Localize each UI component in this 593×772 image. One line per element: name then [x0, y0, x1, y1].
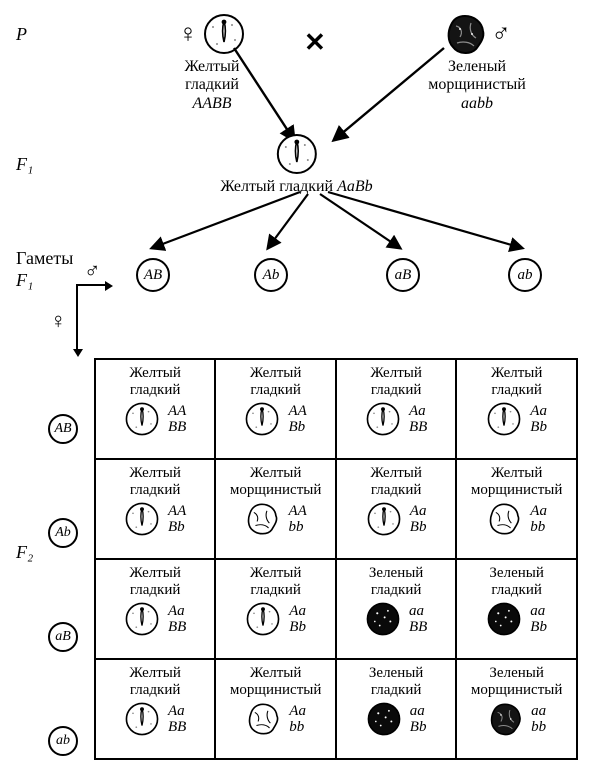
punnett-square: AB Ab aB ab ЖелтыйгладкийAABBЖелтыйгладк… [12, 358, 581, 760]
cell-genotype: AAbb [288, 503, 306, 536]
genetics-diagram: P ♀ Желтый гладкий AABB ✕ ♂ Зеленый морщ… [12, 12, 581, 760]
cell-phenotype: Желтыйгладкий [341, 465, 451, 498]
pea-icon [124, 701, 160, 737]
punnett-cell-1-3: Желтыйморщинистый Aabb [456, 459, 577, 559]
pea-icon [244, 501, 280, 537]
cell-genotype: Aabb [289, 703, 306, 736]
gamete-row-aB: aB [48, 622, 78, 652]
cell-phenotype: Желтыйгладкий [100, 665, 210, 698]
parent-row: ♀ Желтый гладкий AABB ✕ ♂ Зеленый морщин… [12, 12, 581, 132]
pea-icon [244, 401, 280, 437]
cell-genotype: aaBB [409, 603, 427, 636]
gamete-col-aB: aB [386, 258, 420, 292]
gamete-row-Ab: Ab [48, 518, 78, 548]
punnett-cell-2-0: Желтыйгладкий AaBB [95, 559, 215, 659]
cross-symbol: ✕ [304, 28, 326, 58]
male-symbol: ♂ [491, 19, 511, 49]
f1-area: Желтый гладкий AaBb [12, 132, 581, 242]
gamete-col-ab: ab [508, 258, 542, 292]
cell-genotype: AABb [168, 503, 186, 536]
f1-offspring: Желтый гладкий AaBb [220, 132, 372, 196]
punnett-cell-1-2: Желтыйгладкий AaBb [336, 459, 456, 559]
cell-genotype: AABB [168, 403, 186, 436]
punnett-cell-3-0: Желтыйгладкий AaBB [95, 659, 215, 759]
punnett-cell-0-1: Желтыйгладкий AABb [215, 359, 336, 459]
cell-phenotype: Зеленыйгладкий [341, 665, 451, 698]
cell-phenotype: Желтыйгладкий [461, 365, 572, 398]
axis-vertical [76, 284, 78, 354]
punnett-cell-1-1: Желтыйморщинистый AAbb [215, 459, 336, 559]
punnett-cell-1-0: Желтыйгладкий AABb [95, 459, 215, 559]
cell-genotype: AaBb [530, 403, 547, 436]
cell-phenotype: Желтыйгладкий [220, 365, 331, 398]
parent-male-label: Зеленый морщинистый aabb [387, 58, 567, 113]
cell-genotype: AaBB [168, 703, 186, 736]
pea-icon [245, 701, 281, 737]
pea-icon [124, 601, 160, 637]
punnett-table: ЖелтыйгладкийAABBЖелтыйгладкийAABbЖелтый… [94, 358, 578, 760]
punnett-cell-2-3: Зеленыйгладкий aaBb [456, 559, 577, 659]
punnett-cell-3-2: Зеленыйгладкий aaBb [336, 659, 456, 759]
axis-horizontal [76, 284, 110, 286]
cell-phenotype: Желтыйморщинистый [220, 465, 331, 498]
f1-label: Желтый гладкий AaBb [220, 178, 372, 196]
cell-genotype: aabb [531, 703, 546, 736]
gamete-row-AB: AB [48, 414, 78, 444]
axis-male-symbol: ♂ [84, 258, 101, 284]
punnett-cell-0-3: Желтыйгладкий AaBb [456, 359, 577, 459]
pea-f1 [275, 132, 319, 176]
cell-phenotype: Желтыйгладкий [341, 365, 451, 398]
cell-genotype: aaBb [530, 603, 547, 636]
pea-icon [365, 601, 401, 637]
parent-male: ♂ Зеленый морщинистый aabb [387, 12, 567, 113]
punnett-cell-0-2: Желтыйгладкий AaBB [336, 359, 456, 459]
parent-female-label: Желтый гладкий AABB [122, 58, 302, 113]
pea-icon [124, 501, 160, 537]
cell-genotype: AaBB [409, 403, 427, 436]
pea-parent-male [443, 12, 487, 56]
pea-icon [365, 401, 401, 437]
pea-icon [245, 601, 281, 637]
cell-genotype: AaBb [289, 603, 306, 636]
punnett-cell-3-3: Зеленыйморщинистый aabb [456, 659, 577, 759]
pea-icon [124, 401, 160, 437]
cell-genotype: AABb [288, 403, 306, 436]
cell-genotype: aaBb [410, 703, 427, 736]
pea-icon [486, 401, 522, 437]
pea-parent-female [202, 12, 246, 56]
punnett-cell-3-1: Желтыйморщинистый Aabb [215, 659, 336, 759]
axis-f1-label: F₁ [16, 270, 33, 291]
cell-phenotype: Зеленыйморщинистый [461, 665, 572, 698]
pea-icon [487, 701, 523, 737]
parent-female: ♀ Желтый гладкий AABB [122, 12, 302, 113]
pea-icon [486, 501, 522, 537]
punnett-cell-2-1: Желтыйгладкий AaBb [215, 559, 336, 659]
cell-genotype: Aabb [530, 503, 547, 536]
cell-genotype: AaBB [168, 603, 186, 636]
cell-phenotype: Желтыйморщинистый [461, 465, 572, 498]
cell-genotype: AaBb [410, 503, 427, 536]
female-symbol: ♀ [178, 19, 198, 49]
cell-phenotype: Желтыйгладкий [220, 565, 331, 598]
cell-phenotype: Желтыйгладкий [100, 465, 210, 498]
punnett-cell-2-2: Зеленыйгладкий aaBB [336, 559, 456, 659]
cell-phenotype: Зеленыйгладкий [341, 565, 451, 598]
pea-icon [366, 701, 402, 737]
cell-phenotype: Желтыйгладкий [100, 565, 210, 598]
punnett-cell-0-0: Желтыйгладкий AABB [95, 359, 215, 459]
gamete-col-Ab: Ab [254, 258, 288, 292]
axis-area: F₁ ♂ ♀ [12, 302, 581, 358]
cell-phenotype: Желтыйморщинистый [220, 665, 331, 698]
gamete-row-ab: ab [48, 726, 78, 756]
pea-icon [366, 501, 402, 537]
axis-female-symbol: ♀ [50, 308, 67, 334]
cell-phenotype: Зеленыйгладкий [461, 565, 572, 598]
gamete-col-AB: AB [136, 258, 170, 292]
cell-phenotype: Желтыйгладкий [100, 365, 210, 398]
pea-icon [486, 601, 522, 637]
